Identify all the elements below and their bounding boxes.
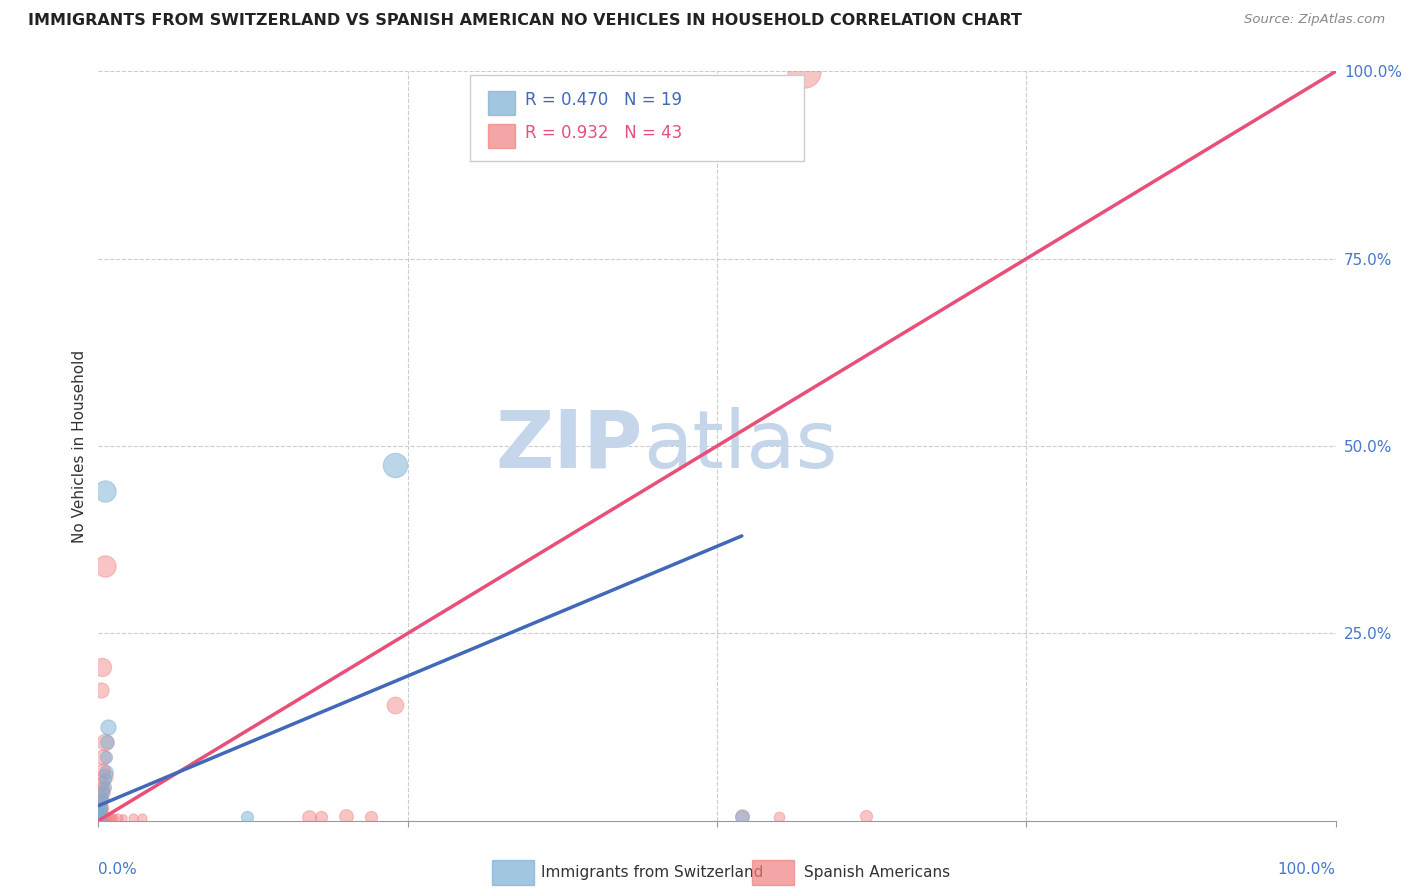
Text: R = 0.470   N = 19: R = 0.470 N = 19 bbox=[526, 91, 682, 109]
Point bbox=[90, 812, 112, 826]
Point bbox=[360, 810, 382, 824]
Point bbox=[93, 735, 115, 749]
Text: Immigrants from Switzerland: Immigrants from Switzerland bbox=[541, 865, 763, 880]
Point bbox=[90, 810, 112, 824]
Bar bbox=[488, 124, 516, 148]
Point bbox=[90, 789, 112, 804]
Point bbox=[309, 810, 332, 824]
Point bbox=[90, 806, 112, 821]
Y-axis label: No Vehicles in Household: No Vehicles in Household bbox=[72, 350, 87, 542]
Point bbox=[93, 483, 115, 498]
Text: atlas: atlas bbox=[643, 407, 837, 485]
Point bbox=[793, 64, 815, 78]
Point bbox=[90, 813, 112, 827]
Point bbox=[236, 810, 259, 824]
Point bbox=[93, 769, 115, 783]
Point bbox=[731, 809, 754, 823]
Point bbox=[93, 785, 115, 799]
Point bbox=[93, 780, 115, 794]
Point bbox=[93, 750, 115, 764]
Point bbox=[335, 809, 357, 823]
Point bbox=[100, 811, 122, 825]
Point bbox=[91, 792, 114, 806]
Point bbox=[93, 558, 115, 573]
Text: ZIP: ZIP bbox=[495, 407, 643, 485]
Point bbox=[91, 776, 114, 790]
Point bbox=[94, 750, 117, 764]
Point bbox=[90, 805, 112, 819]
Point bbox=[768, 810, 790, 824]
Point bbox=[131, 811, 153, 825]
Point bbox=[91, 802, 114, 816]
Point bbox=[90, 809, 112, 823]
Point bbox=[93, 772, 115, 787]
Point bbox=[91, 811, 114, 825]
Text: R = 0.932   N = 43: R = 0.932 N = 43 bbox=[526, 124, 682, 142]
Point bbox=[97, 811, 120, 825]
Point bbox=[855, 809, 877, 823]
Point bbox=[91, 813, 114, 827]
Point bbox=[90, 800, 112, 814]
Text: IMMIGRANTS FROM SWITZERLAND VS SPANISH AMERICAN NO VEHICLES IN HOUSEHOLD CORRELA: IMMIGRANTS FROM SWITZERLAND VS SPANISH A… bbox=[28, 13, 1022, 29]
Point bbox=[112, 811, 135, 825]
Point bbox=[93, 763, 115, 777]
Point bbox=[103, 811, 125, 825]
Point bbox=[91, 800, 114, 814]
Text: Source: ZipAtlas.com: Source: ZipAtlas.com bbox=[1244, 13, 1385, 27]
Point bbox=[93, 791, 115, 805]
Point bbox=[91, 807, 114, 822]
Point bbox=[94, 764, 117, 779]
Point bbox=[90, 797, 112, 812]
Text: Spanish Americans: Spanish Americans bbox=[804, 865, 950, 880]
Point bbox=[90, 811, 112, 825]
Point bbox=[90, 804, 112, 818]
Point bbox=[107, 811, 129, 825]
Point bbox=[91, 795, 114, 809]
Point bbox=[384, 698, 406, 712]
Point bbox=[122, 811, 145, 825]
Point bbox=[94, 811, 117, 825]
Point bbox=[93, 785, 115, 799]
Point bbox=[298, 810, 321, 824]
Text: 0.0%: 0.0% bbox=[98, 862, 138, 877]
Point bbox=[91, 660, 114, 674]
Point bbox=[384, 458, 406, 472]
Bar bbox=[488, 91, 516, 115]
Point bbox=[97, 720, 120, 734]
Point bbox=[93, 812, 115, 826]
Point bbox=[96, 735, 118, 749]
Point bbox=[731, 810, 754, 824]
Point bbox=[90, 807, 112, 822]
Text: 100.0%: 100.0% bbox=[1278, 862, 1336, 877]
Point bbox=[91, 811, 114, 825]
Point bbox=[91, 810, 114, 824]
Point bbox=[90, 802, 112, 816]
FancyBboxPatch shape bbox=[470, 75, 804, 161]
Point bbox=[91, 782, 114, 797]
Point bbox=[90, 682, 112, 697]
